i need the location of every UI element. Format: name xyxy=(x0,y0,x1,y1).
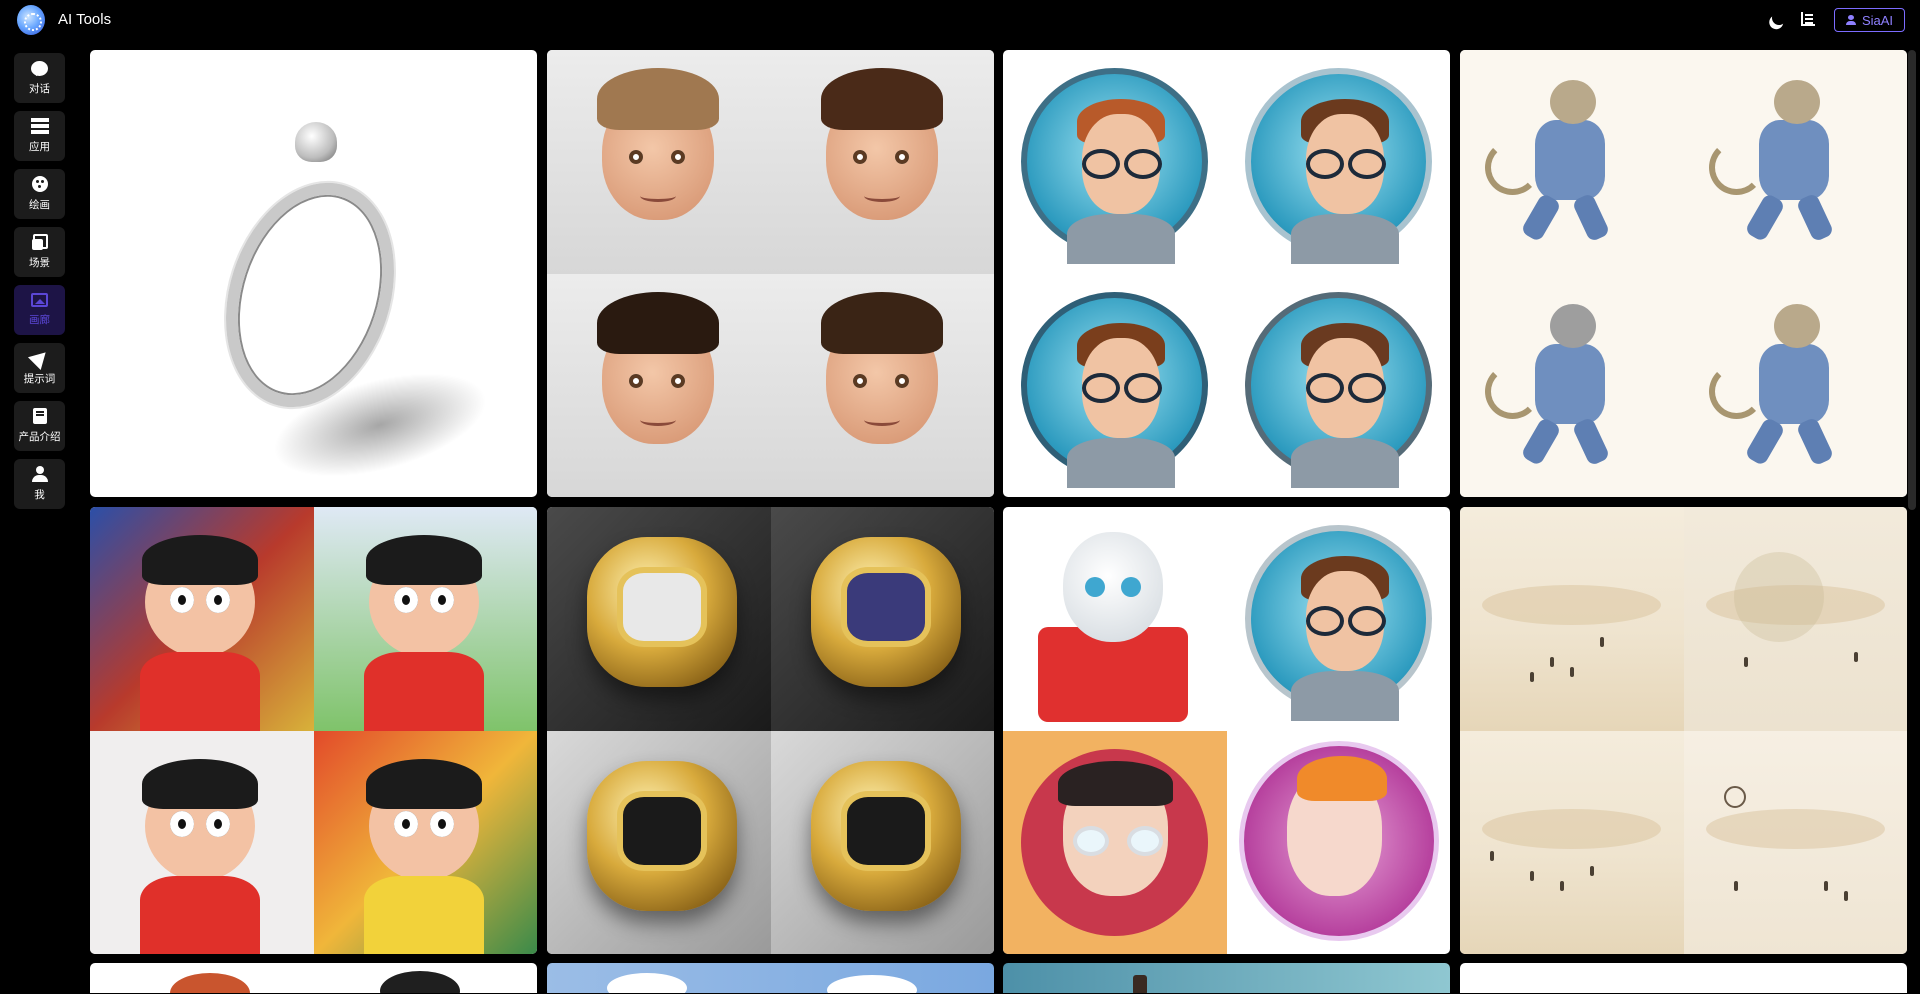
sidebar-item-label: 对话 xyxy=(29,82,50,95)
image-tile[interactable] xyxy=(1227,731,1451,955)
sidebar-item-scene[interactable]: 场景 xyxy=(14,227,65,277)
page-scrollbar[interactable] xyxy=(1908,50,1916,510)
image-tile[interactable] xyxy=(547,507,771,731)
app-title[interactable]: AI Tools xyxy=(58,11,112,28)
dark-mode-toggle-icon[interactable] xyxy=(1770,9,1788,27)
image-tile[interactable] xyxy=(547,730,771,954)
user-account-button[interactable]: SiaAI xyxy=(1834,8,1905,32)
image-tile[interactable] xyxy=(1683,730,1907,954)
gallery-card-watercolor-beach[interactable] xyxy=(1460,507,1907,954)
image-tile[interactable] xyxy=(90,730,314,954)
sidebar-item-draw[interactable]: 绘画 xyxy=(14,169,65,219)
gallery-card-peek[interactable] xyxy=(90,963,537,993)
image-tile[interactable] xyxy=(1227,507,1451,731)
gallery-card-robot-avatars[interactable] xyxy=(1003,507,1450,954)
stats-icon[interactable] xyxy=(1801,12,1815,26)
send-icon xyxy=(27,345,52,371)
gallery-card-glasses-avatars[interactable] xyxy=(1003,50,1450,497)
sidebar-item-apps[interactable]: 应用 xyxy=(14,111,65,161)
sidebar-item-label: 应用 xyxy=(29,141,50,153)
sidebar-item-label: 产品介绍 xyxy=(18,431,61,443)
ring-stone xyxy=(295,122,337,162)
gallery-card-peek[interactable] xyxy=(547,963,994,993)
palette-icon xyxy=(31,176,48,192)
image-tile[interactable] xyxy=(1003,50,1227,274)
sidebar-item-prompts[interactable]: 提示词 xyxy=(14,343,65,393)
sidebar-item-me[interactable]: 我 xyxy=(14,459,65,509)
image-tile[interactable] xyxy=(770,50,994,274)
gallery-card-peek[interactable] xyxy=(1003,963,1450,993)
sidebar-item-label: 提示词 xyxy=(23,373,56,385)
user-button-label: SiaAI xyxy=(1861,12,1894,28)
image-tile[interactable] xyxy=(770,507,994,731)
sidebar-item-label: 绘画 xyxy=(29,199,50,211)
image-tile[interactable] xyxy=(1683,273,1907,497)
user-icon xyxy=(1845,15,1856,25)
gallery-card-gold-rings[interactable] xyxy=(547,507,994,954)
top-bar: AI Tools SiaAI xyxy=(0,0,1920,40)
sidebar-item-label: 画廊 xyxy=(29,314,50,326)
image-tile[interactable] xyxy=(770,273,994,497)
image-tile[interactable] xyxy=(1460,507,1684,731)
gallery-icon xyxy=(31,293,48,307)
gallery-card-boy-faces[interactable] xyxy=(547,50,994,497)
gallery-card-silver-ring[interactable] xyxy=(90,50,537,497)
chat-icon xyxy=(31,60,48,76)
image-tile[interactable] xyxy=(90,507,314,731)
image-tile[interactable] xyxy=(1683,50,1907,274)
gallery-card-cartoon-kids[interactable] xyxy=(90,507,537,954)
gallery-card-denim-cat[interactable] xyxy=(1460,50,1907,497)
image-tile[interactable] xyxy=(770,730,994,954)
image-tile[interactable] xyxy=(313,730,537,954)
sidebar: 对话 应用 绘画 场景 画廊 提示词 产品介绍 我 xyxy=(14,53,65,517)
image-tile[interactable] xyxy=(1460,50,1684,274)
image-tile[interactable] xyxy=(1003,730,1227,954)
sidebar-item-intro[interactable]: 产品介绍 xyxy=(14,401,65,451)
image-tile[interactable] xyxy=(547,273,771,497)
image-tile[interactable] xyxy=(1460,273,1684,497)
image-tile[interactable] xyxy=(1460,730,1684,954)
sidebar-item-label: 场景 xyxy=(29,257,50,269)
image-tile[interactable] xyxy=(547,50,771,274)
sidebar-item-label: 我 xyxy=(34,489,45,501)
sidebar-item-gallery[interactable]: 画廊 xyxy=(14,285,65,335)
gallery-card-peek[interactable] xyxy=(1460,963,1907,993)
image-tile[interactable] xyxy=(1227,274,1451,498)
image-tile[interactable] xyxy=(1003,507,1227,731)
image-tile[interactable] xyxy=(313,507,537,731)
sidebar-item-chat[interactable]: 对话 xyxy=(14,53,65,103)
book-icon xyxy=(32,408,47,424)
image-tile[interactable] xyxy=(1683,507,1907,731)
user-icon xyxy=(31,466,48,482)
layers-icon xyxy=(30,118,49,134)
image-tile[interactable] xyxy=(1003,274,1227,498)
app-logo-icon[interactable] xyxy=(17,5,45,35)
clone-icon xyxy=(31,234,48,250)
image-tile[interactable] xyxy=(1227,50,1451,274)
